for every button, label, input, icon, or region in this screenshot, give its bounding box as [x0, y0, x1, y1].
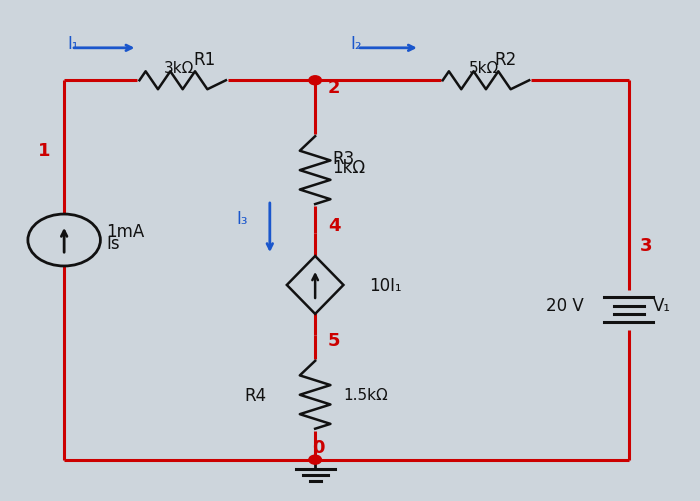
Text: 1kΩ: 1kΩ	[332, 159, 365, 177]
Text: R1: R1	[193, 51, 216, 69]
Text: 4: 4	[328, 216, 340, 234]
Text: I₃: I₃	[236, 209, 248, 227]
Text: 3kΩ: 3kΩ	[164, 61, 195, 76]
Text: 2: 2	[328, 79, 340, 97]
Text: R2: R2	[494, 51, 517, 69]
Circle shape	[309, 77, 321, 86]
Text: 5: 5	[328, 331, 340, 349]
Text: 0: 0	[312, 438, 325, 456]
Text: R4: R4	[245, 386, 267, 404]
Text: 1mA: 1mA	[106, 222, 144, 240]
Text: 3: 3	[639, 236, 652, 255]
Text: 1: 1	[38, 142, 50, 160]
Text: 5kΩ: 5kΩ	[469, 61, 499, 76]
Text: Is: Is	[106, 234, 120, 252]
Text: 10I₁: 10I₁	[370, 277, 402, 295]
Text: V₁: V₁	[653, 296, 671, 314]
Text: 1.5kΩ: 1.5kΩ	[343, 387, 388, 402]
Text: 20 V: 20 V	[546, 296, 584, 314]
Circle shape	[309, 455, 321, 464]
Text: R3: R3	[332, 149, 355, 167]
Text: I₁: I₁	[68, 35, 79, 53]
Text: I₂: I₂	[350, 35, 362, 53]
